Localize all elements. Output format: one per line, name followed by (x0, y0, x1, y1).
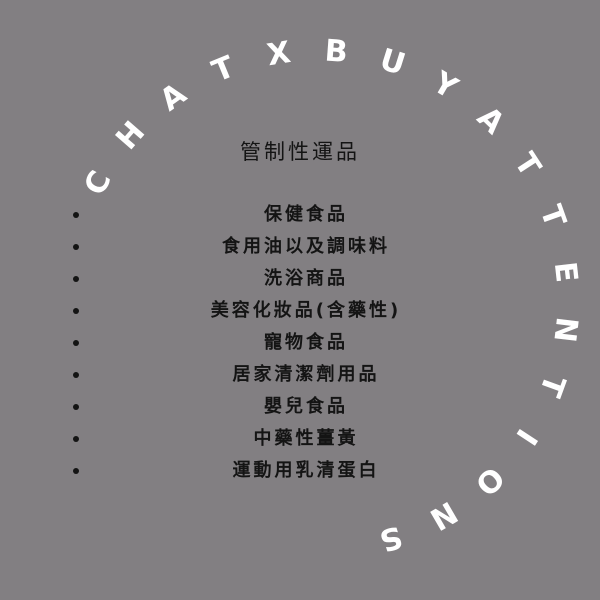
list-item: 寵物食品 (0, 327, 600, 359)
list-item: 嬰兒食品 (0, 391, 600, 423)
bullet-icon (73, 244, 79, 250)
list-item: 中藥性薑黃 (0, 423, 600, 455)
bullet-icon (73, 468, 79, 474)
arc-letter: C (77, 165, 118, 201)
arc-letter: S (375, 518, 406, 558)
list-item: 美容化妝品(含藥性) (0, 295, 600, 327)
bullet-icon (73, 212, 79, 218)
bullet-icon (73, 436, 79, 442)
section-heading: 管制性運品 (240, 140, 360, 164)
bullet-icon (73, 276, 79, 282)
list-item: 保健食品 (0, 199, 600, 231)
list-item-label: 保健食品 (264, 204, 348, 225)
arc-letter: U (376, 42, 410, 83)
list-item-label: 寵物食品 (264, 332, 348, 353)
arc-letter: Y (426, 65, 464, 107)
list-item: 運動用乳清蛋白 (0, 455, 600, 487)
list-item-label: 居家清潔劑用品 (232, 364, 380, 385)
bullet-icon (73, 372, 79, 378)
bullet-icon (73, 308, 79, 314)
arc-letter: E (547, 260, 584, 284)
bullet-icon (73, 340, 79, 346)
list-item-label: 嬰兒食品 (264, 396, 348, 417)
arc-letter: N (546, 315, 584, 344)
arc-letter: B (323, 33, 348, 70)
arc-letter: T (207, 49, 240, 89)
list-item-label: 洗浴商品 (264, 268, 348, 289)
arc-letter: X (265, 35, 293, 73)
list-item-label: 食用油以及調味料 (222, 236, 390, 257)
list-item: 洗浴商品 (0, 263, 600, 295)
bullet-icon (73, 404, 79, 410)
list-item-label: 美容化妝品(含藥性) (210, 300, 402, 321)
list-item-label: 中藥性薑黃 (253, 428, 359, 449)
list-item: 食用油以及調味料 (0, 231, 600, 263)
item-list: 保健食品 食用油以及調味料 洗浴商品 美容化妝品(含藥性) 寵物食品 居家清潔劑… (0, 199, 600, 487)
arc-letter: A (154, 76, 194, 118)
list-item-label: 運動用乳清蛋白 (232, 460, 380, 481)
list-item: 居家清潔劑用品 (0, 359, 600, 391)
arc-letter: N (424, 494, 463, 537)
